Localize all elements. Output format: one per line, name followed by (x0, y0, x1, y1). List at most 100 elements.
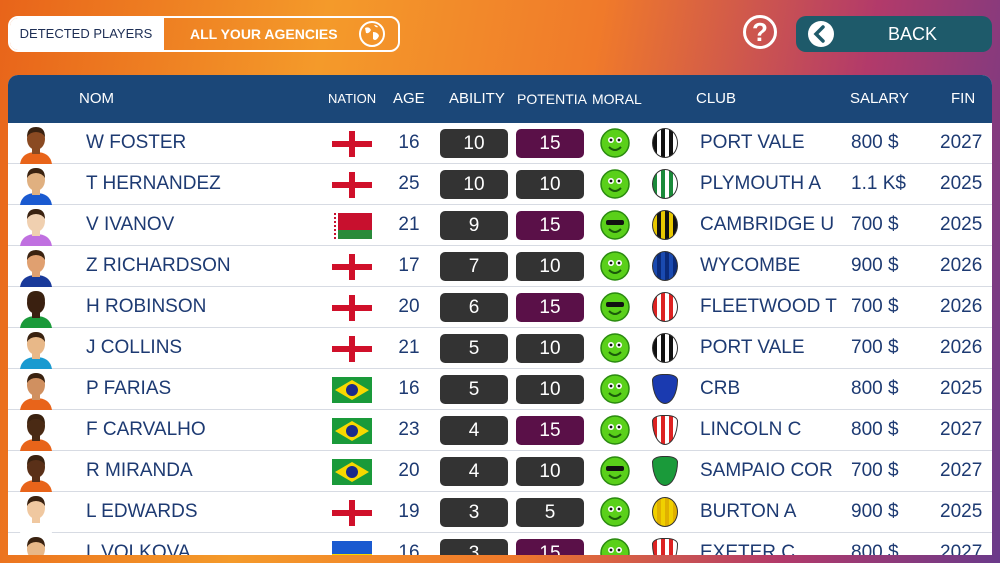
back-arrow-icon (808, 21, 834, 47)
column-header: NATION (328, 91, 377, 106)
player-name[interactable]: V IVANOV (86, 214, 175, 235)
player-avatar (20, 250, 52, 287)
back-button[interactable]: BACK (796, 16, 992, 52)
player-avatar (20, 209, 52, 246)
player-name[interactable]: H ROBINSON (86, 296, 207, 317)
table-row[interactable]: F CARVALHO 23 4 15 LINCOLN C 800 $ 2027 (8, 410, 992, 451)
salary: 700 $ (851, 460, 899, 481)
player-name[interactable]: L EDWARDS (86, 501, 198, 522)
player-avatar (20, 168, 52, 205)
club-name: PORT VALE (700, 337, 805, 358)
contract-end: 2026 (940, 337, 983, 358)
moral-icon (600, 251, 630, 281)
column-header: CLUB (696, 90, 737, 107)
ability-value: 5 (440, 334, 508, 363)
player-age: 17 (398, 255, 420, 276)
table-row[interactable]: P FARIAS 16 5 10 CRB 800 $ 2025 (8, 369, 992, 410)
club-badge (652, 169, 678, 199)
player-age: 20 (398, 296, 420, 317)
player-table: NOM NATION AGE ABILITY POTENTIA MORAL CLUB SALA… (8, 75, 992, 555)
salary: 800 $ (851, 419, 899, 440)
club-name: EXETER C (700, 542, 796, 555)
player-name[interactable]: R MIRANDA (86, 460, 193, 481)
table-header: NOM NATION AGE ABILITY POTENTIA MORAL CLUB SALA… (8, 75, 992, 123)
potential-value: 15 (516, 129, 584, 158)
club-badge (652, 292, 678, 322)
ability-value: 10 (440, 170, 508, 199)
nation-flag (332, 500, 372, 526)
table-row[interactable]: L EDWARDS 19 3 5 BURTON A 900 $ 2025 (8, 492, 992, 533)
column-header: MORAL (592, 91, 642, 107)
club-badge (652, 251, 678, 281)
ability-value: 4 (440, 457, 508, 486)
club-name: SAMPAIO COR (700, 460, 833, 481)
player-name[interactable]: J COLLINS (86, 337, 183, 358)
ability-value: 3 (440, 539, 508, 555)
player-name[interactable]: P FARIAS (86, 378, 172, 399)
club-badge (652, 333, 678, 363)
player-avatar (20, 455, 52, 492)
table-row[interactable]: V IVANOV 21 9 15 CAMBRIDGE U 700 $ 2025 (8, 205, 992, 246)
club-name: LINCOLN C (700, 419, 802, 440)
ability-value: 10 (440, 129, 508, 158)
table-row[interactable]: H ROBINSON 20 6 15 FLEETWOOD T 700 $ 2026 (8, 287, 992, 328)
potential-value: 15 (516, 293, 584, 322)
nation-flag (332, 213, 372, 239)
salary: 800 $ (851, 132, 899, 153)
help-button[interactable]: ? (743, 15, 777, 49)
player-name[interactable]: W FOSTER (86, 132, 187, 153)
table-row[interactable]: L VOLKOVA 16 3 15 EXETER C 800 $ 2027 (8, 533, 992, 555)
table-row[interactable]: R MIRANDA 20 4 10 SAMPAIO COR 700 $ 2027 (8, 451, 992, 492)
contract-end: 2025 (940, 214, 983, 235)
club-badge (652, 415, 678, 445)
ability-value: 5 (440, 375, 508, 404)
nation-flag (332, 377, 372, 403)
contract-end: 2027 (940, 419, 983, 440)
back-label: BACK (888, 24, 938, 44)
tab-active[interactable]: ALL YOUR AGENCIES (162, 18, 398, 50)
club-name: CAMBRIDGE U (700, 214, 835, 235)
potential-value: 10 (516, 252, 584, 281)
potential-value: 15 (516, 539, 584, 555)
salary: 700 $ (851, 337, 899, 358)
player-avatar (20, 127, 52, 164)
table-row[interactable]: W FOSTER 16 10 15 PORT VALE 800 $ 2027 (8, 123, 992, 164)
salary: 700 $ (851, 296, 899, 317)
moral-icon (600, 538, 630, 555)
player-avatar (20, 291, 52, 328)
nation-flag (332, 459, 372, 485)
nation-flag (332, 418, 372, 444)
moral-icon (600, 333, 630, 363)
player-age: 19 (398, 501, 420, 522)
potential-value: 10 (516, 375, 584, 404)
player-age: 16 (398, 132, 420, 153)
salary: 800 $ (851, 378, 899, 399)
potential-value: 10 (516, 457, 584, 486)
table-row[interactable]: J COLLINS 21 5 10 PORT VALE 700 $ 2026 (8, 328, 992, 369)
player-name[interactable]: Z RICHARDSON (86, 255, 231, 276)
contract-end: 2026 (940, 296, 983, 317)
salary: 800 $ (851, 542, 899, 555)
player-age: 21 (398, 214, 420, 235)
club-badge (652, 210, 678, 240)
nation-flag (332, 295, 372, 321)
player-name[interactable]: T HERNANDEZ (86, 173, 221, 194)
tab[interactable]: DETECTED PLAYERS (10, 18, 162, 50)
potential-value: 15 (516, 416, 584, 445)
potential-value: 15 (516, 211, 584, 240)
contract-end: 2025 (940, 501, 983, 522)
table-row[interactable]: Z RICHARDSON 17 7 10 WYCOMBE 900 $ 2026 (8, 246, 992, 287)
ability-value: 6 (440, 293, 508, 322)
salary: 900 $ (851, 255, 899, 276)
player-avatar (20, 414, 52, 451)
column-header: SALARY (850, 90, 909, 107)
potential-value: 5 (516, 498, 584, 527)
moral-icon (600, 292, 630, 322)
player-avatar (20, 373, 52, 410)
player-name[interactable]: L VOLKOVA (86, 542, 191, 555)
table-row[interactable]: T HERNANDEZ 25 10 10 PLYMOUTH A 1.1 K$ 2025 (8, 164, 992, 205)
salary: 1.1 K$ (851, 173, 906, 194)
moral-icon (600, 415, 630, 445)
player-name[interactable]: F CARVALHO (86, 419, 206, 440)
